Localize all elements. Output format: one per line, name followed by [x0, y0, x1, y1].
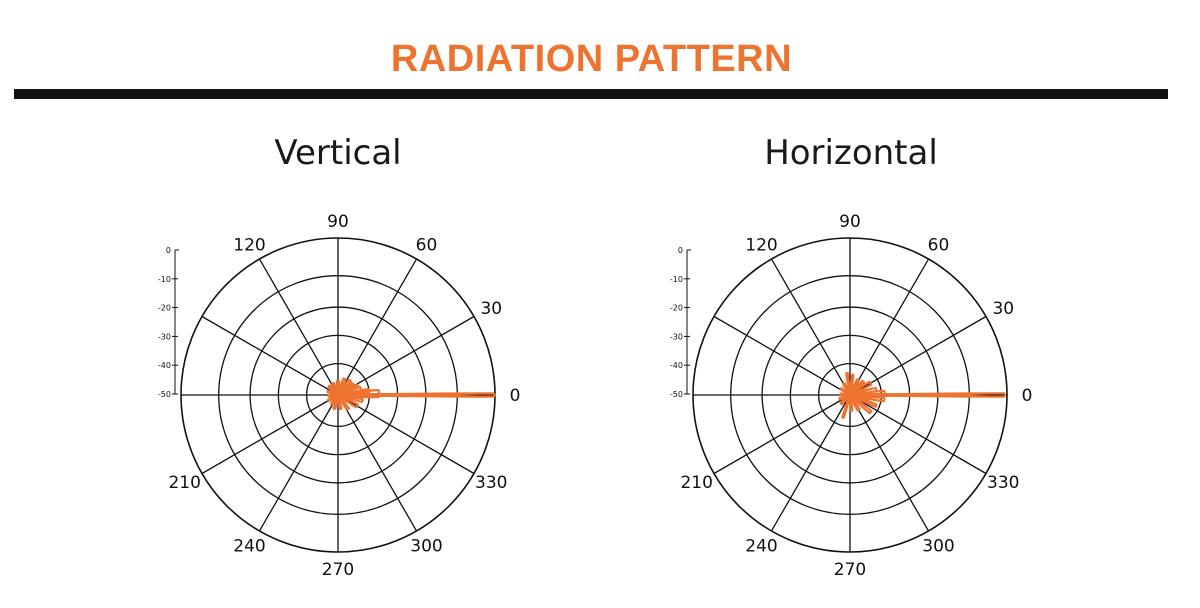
grid-spoke: [337, 315, 475, 396]
scale-tick-label: -10: [158, 275, 171, 284]
scale-tick-label: -40: [670, 361, 683, 370]
scale-tick-label: -50: [158, 390, 171, 399]
grid-spoke: [201, 315, 339, 396]
scale-tick-label: 0: [166, 246, 171, 255]
title-divider: [14, 89, 1168, 99]
grid-spoke: [258, 258, 339, 396]
grid-spoke: [713, 394, 851, 475]
scale-tick-label: -20: [670, 304, 683, 313]
angle-tick-label: 240: [745, 537, 777, 557]
angle-tick-label: 60: [416, 235, 438, 255]
angle-tick-label: 300: [922, 537, 954, 557]
scale-tick-label: 0: [678, 246, 683, 255]
angle-tick-label: 210: [168, 473, 200, 493]
angle-tick-label: 270: [834, 560, 866, 580]
grid-spoke: [849, 315, 987, 396]
pattern-series: [838, 371, 1007, 419]
scale-tick-label: -30: [670, 332, 683, 341]
angle-tick-label: 330: [987, 473, 1019, 493]
angle-tick-label: 330: [475, 473, 507, 493]
grid-spoke: [337, 258, 418, 396]
scale-tick-label: -30: [158, 332, 171, 341]
angle-tick-label: 30: [992, 299, 1014, 319]
grid-spoke: [770, 258, 851, 396]
grid-spoke: [258, 394, 339, 532]
horizontal-plot-title: Horizontal: [764, 133, 938, 173]
pattern-series: [326, 377, 496, 411]
grid-spoke: [713, 315, 851, 396]
grid-spoke: [337, 394, 418, 532]
vertical-plot-title: Vertical: [274, 133, 402, 173]
angle-tick-label: 30: [480, 299, 502, 319]
grid-spoke: [849, 394, 930, 532]
grid-spoke: [337, 394, 475, 475]
angle-tick-label: 210: [680, 473, 712, 493]
angle-tick-label: 270: [322, 560, 354, 580]
scale-tick-label: -40: [158, 361, 171, 370]
vertical-polar-chart: 0 -10 -20 -30 -40 -50 0 30 60 90 120 210 240 270 300 33…: [158, 212, 521, 580]
scale-tick-label: -10: [670, 275, 683, 284]
scale-tick-label: -20: [158, 304, 171, 313]
main-lobe-edge: [357, 392, 491, 398]
angle-tick-label: 120: [745, 235, 777, 255]
horizontal-polar-chart: 0 -10 -20 -30 -40 -50 0 30 60 90 120 210 240 270 300 33…: [670, 212, 1033, 580]
angle-tick-label: 90: [327, 212, 349, 232]
grid-spoke: [770, 394, 851, 532]
grid-spoke: [201, 394, 339, 475]
angle-tick-label: 0: [510, 386, 521, 406]
angle-tick-label: 300: [410, 537, 442, 557]
angle-tick-label: 60: [928, 235, 950, 255]
angle-tick-label: 0: [1022, 386, 1033, 406]
main-lobe-edge: [869, 392, 1001, 398]
scale-tick-label: -50: [670, 390, 683, 399]
page-title: RADIATION PATTERN: [390, 38, 793, 80]
angle-tick-label: 90: [839, 212, 861, 232]
angle-tick-label: 120: [233, 235, 265, 255]
grid-spoke: [849, 394, 987, 475]
grid-spoke: [849, 258, 930, 396]
angle-tick-label: 240: [233, 537, 265, 557]
